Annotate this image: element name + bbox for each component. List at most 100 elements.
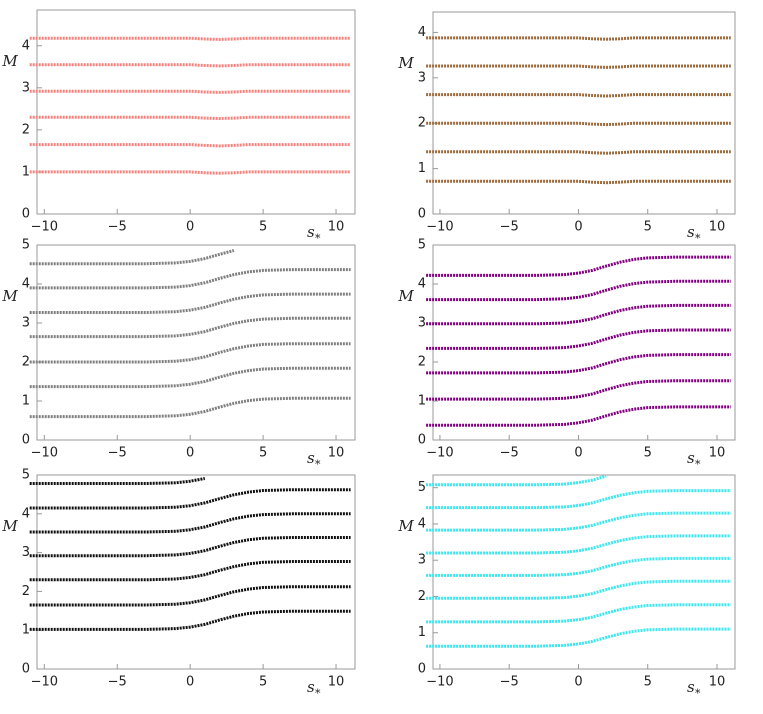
x-axis-label-subscript: * bbox=[695, 458, 701, 471]
y-tick-label: 2 bbox=[418, 355, 426, 370]
y-tick-label: 3 bbox=[418, 553, 426, 568]
x-tick-label: 0 bbox=[186, 446, 194, 461]
y-tick-label: 1 bbox=[22, 623, 30, 638]
y-axis-label: M bbox=[397, 517, 414, 535]
x-tick-label: 0 bbox=[186, 675, 194, 690]
y-tick-label: 5 bbox=[22, 468, 30, 483]
curve bbox=[426, 255, 731, 277]
y-tick-label: 0 bbox=[22, 207, 30, 222]
y-tick-label: 4 bbox=[418, 277, 426, 292]
curve bbox=[426, 64, 731, 69]
y-tick-label: 1 bbox=[418, 161, 426, 176]
x-axis-label: s bbox=[687, 678, 695, 696]
curve bbox=[29, 396, 351, 419]
curve bbox=[29, 560, 351, 582]
x-tick-label: −10 bbox=[426, 220, 453, 235]
curve bbox=[29, 342, 351, 364]
curve bbox=[426, 93, 731, 98]
plot-frame bbox=[432, 11, 736, 215]
curve bbox=[426, 121, 731, 127]
y-tick-label: 5 bbox=[418, 480, 426, 495]
x-tick-label: 5 bbox=[259, 220, 267, 235]
y-axis-label: M bbox=[397, 287, 414, 305]
curve bbox=[426, 353, 731, 375]
x-tick-label: 5 bbox=[259, 675, 267, 690]
x-axis-label-subscript: * bbox=[315, 232, 321, 245]
x-tick-label: −10 bbox=[31, 446, 58, 461]
y-tick-label: 0 bbox=[418, 207, 426, 222]
y-tick-label: 2 bbox=[22, 122, 30, 137]
curve bbox=[426, 534, 731, 555]
y-tick-label: 2 bbox=[22, 584, 30, 599]
curve bbox=[29, 268, 351, 290]
curve bbox=[426, 511, 731, 532]
y-tick-label: 3 bbox=[418, 316, 426, 331]
panel: −10 −5 0 5 10 0 1 2 3 4 5 Ms * bbox=[1, 468, 356, 700]
y-tick-label: 4 bbox=[22, 38, 30, 53]
x-tick-label: −10 bbox=[426, 446, 453, 461]
curve bbox=[426, 328, 731, 350]
x-tick-label: −5 bbox=[108, 220, 127, 235]
x-tick-label: −10 bbox=[31, 220, 58, 235]
x-tick-label: −5 bbox=[500, 446, 519, 461]
x-tick-label: 0 bbox=[574, 220, 582, 235]
curve bbox=[29, 512, 351, 534]
panel: −10 −5 0 5 10 0 1 2 3 4 5 Ms * bbox=[397, 474, 736, 700]
x-axis-label-subscript: * bbox=[315, 687, 321, 700]
y-tick-label: 3 bbox=[22, 316, 30, 331]
curve bbox=[426, 405, 731, 427]
curve bbox=[29, 316, 351, 339]
plot-frame bbox=[432, 244, 736, 441]
x-axis-label-subscript: * bbox=[695, 687, 701, 700]
y-tick-label: 2 bbox=[22, 355, 30, 370]
curve bbox=[426, 579, 731, 600]
y-tick-label: 1 bbox=[418, 625, 426, 640]
y-tick-label: 2 bbox=[418, 589, 426, 604]
y-axis-label: M bbox=[1, 287, 18, 305]
x-tick-label: 5 bbox=[259, 446, 267, 461]
x-tick-label: −5 bbox=[108, 446, 127, 461]
y-tick-label: 1 bbox=[22, 394, 30, 409]
x-tick-label: 0 bbox=[574, 446, 582, 461]
plot-frame bbox=[36, 474, 356, 670]
x-tick-label: 10 bbox=[709, 220, 726, 235]
x-tick-label: 0 bbox=[186, 220, 194, 235]
x-axis-label: s bbox=[307, 223, 315, 241]
curve bbox=[29, 585, 351, 607]
y-tick-label: 1 bbox=[22, 164, 30, 179]
x-tick-label: 10 bbox=[709, 675, 726, 690]
y-tick-label: 1 bbox=[418, 394, 426, 409]
y-tick-label: 3 bbox=[22, 545, 30, 560]
y-tick-label: 5 bbox=[22, 238, 30, 253]
curve bbox=[426, 556, 731, 577]
curve bbox=[29, 366, 351, 389]
y-tick-label: 4 bbox=[22, 277, 30, 292]
curve bbox=[426, 489, 731, 510]
y-tick-label: 5 bbox=[418, 238, 426, 253]
x-tick-label: −5 bbox=[500, 675, 519, 690]
curve bbox=[426, 150, 731, 155]
curve bbox=[29, 170, 351, 175]
curve bbox=[29, 249, 235, 266]
curve bbox=[29, 488, 351, 510]
x-axis-label-subscript: * bbox=[315, 458, 321, 471]
y-tick-label: 0 bbox=[22, 662, 30, 677]
x-tick-label: −10 bbox=[31, 675, 58, 690]
curve bbox=[29, 477, 206, 485]
curve bbox=[29, 536, 351, 558]
curve bbox=[426, 627, 731, 648]
x-axis-label: s bbox=[687, 449, 695, 467]
x-axis-label-subscript: * bbox=[695, 232, 701, 245]
y-tick-label: 3 bbox=[418, 70, 426, 85]
y-tick-label: 4 bbox=[418, 25, 426, 40]
y-axis-label: M bbox=[1, 52, 18, 70]
y-tick-label: 0 bbox=[22, 433, 30, 448]
x-tick-label: 0 bbox=[574, 675, 582, 690]
x-tick-label: 5 bbox=[644, 446, 652, 461]
panel: −10 −5 0 5 10 0 1 2 3 4 5 Ms * bbox=[397, 238, 736, 471]
y-tick-label: 0 bbox=[418, 433, 426, 448]
curve bbox=[426, 279, 731, 302]
plot-frame bbox=[432, 474, 736, 670]
plot-frame bbox=[36, 9, 356, 215]
